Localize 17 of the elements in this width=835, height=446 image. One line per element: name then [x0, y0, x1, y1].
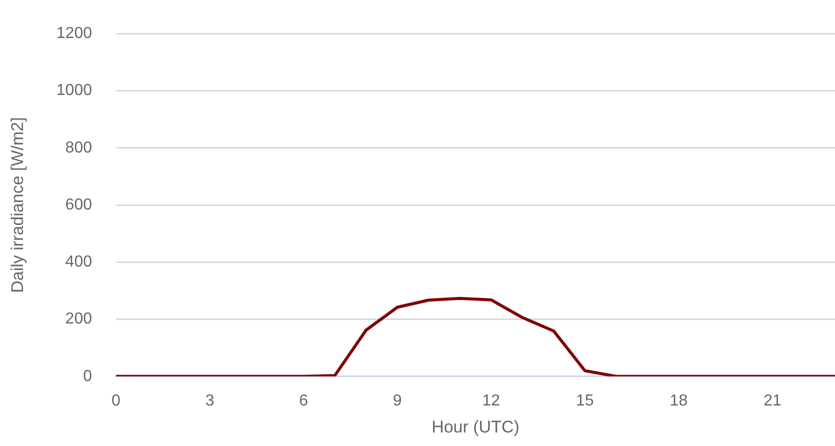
- y-tick-label: 600: [65, 196, 92, 214]
- y-tick-label: 200: [65, 310, 92, 328]
- x-tick-label: 9: [392, 392, 402, 410]
- y-axis-title: Daily irradiance [W/m2]: [8, 117, 27, 293]
- y-tick-label: 400: [65, 254, 92, 271]
- y-tick-label: 0: [83, 368, 92, 385]
- x-tick-label: 21: [764, 392, 782, 410]
- x-tick-label: 15: [576, 392, 594, 410]
- x-tick-label: 6: [299, 392, 308, 410]
- x-tick-label: 0: [112, 392, 121, 410]
- x-tick-label: 18: [670, 392, 688, 410]
- x-axis-title: Hour (UTC): [432, 417, 520, 436]
- y-tick-label: 800: [65, 139, 92, 156]
- y-tick-label: 1200: [56, 25, 92, 42]
- y-tick-label: 1000: [56, 82, 92, 100]
- x-tick-label: 3: [205, 392, 214, 410]
- x-tick-label: 12: [482, 392, 500, 410]
